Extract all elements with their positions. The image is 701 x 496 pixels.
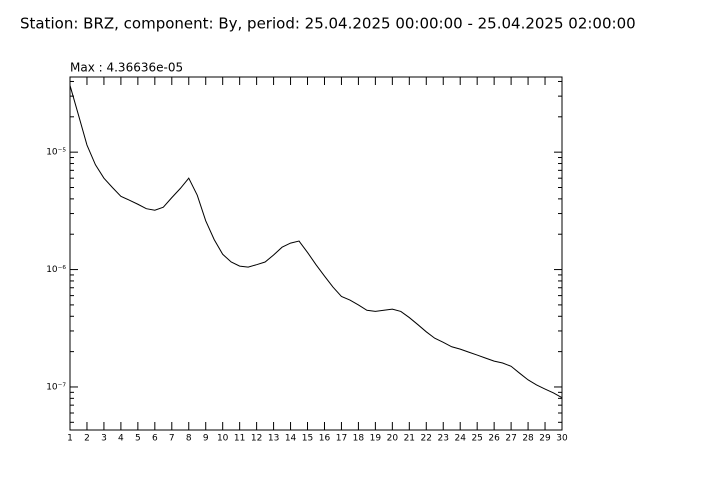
x-tick-label: 22 <box>421 434 432 444</box>
x-tick-label: 28 <box>522 434 534 444</box>
x-tick-label: 3 <box>101 434 107 444</box>
x-tick-label: 4 <box>118 434 124 444</box>
x-tick-label: 30 <box>556 434 568 444</box>
x-tick-label: 11 <box>234 434 245 444</box>
spectrum-line <box>69 85 563 399</box>
x-tick-label: 20 <box>387 434 399 444</box>
x-tick-label: 5 <box>135 434 141 444</box>
x-tick-label: 27 <box>505 434 516 444</box>
plot-frame <box>69 76 563 431</box>
chart-title: Station: BRZ, component: By, period: 25.… <box>20 15 636 33</box>
x-tick-label: 7 <box>169 434 175 444</box>
x-tick-label: 1 <box>67 434 73 444</box>
x-tick-label: 21 <box>404 434 415 444</box>
x-tick-label: 9 <box>203 434 209 444</box>
y-tick-label: 10⁻⁵ <box>46 148 66 158</box>
x-tick-label: 18 <box>353 434 365 444</box>
x-tick-label: 25 <box>471 434 482 444</box>
x-tick-label: 2 <box>84 434 90 444</box>
x-tick-label: 15 <box>302 434 313 444</box>
x-tick-label: 19 <box>370 434 382 444</box>
x-tick-label: 13 <box>268 434 279 444</box>
x-tick-label: 8 <box>186 434 192 444</box>
x-tick-label: 26 <box>488 434 500 444</box>
x-tick-label: 16 <box>319 434 331 444</box>
x-tick-label: 17 <box>336 434 347 444</box>
x-tick-label: 10 <box>217 434 229 444</box>
x-tick-label: 23 <box>438 434 449 444</box>
y-tick-label: 10⁻⁶ <box>46 265 66 275</box>
max-label: Max : 4.36636e-05 <box>70 61 183 75</box>
x-tick-label: 24 <box>454 434 466 444</box>
x-tick-label: 6 <box>152 434 158 444</box>
x-tick-label: 14 <box>285 434 297 444</box>
x-tick-label: 12 <box>251 434 262 444</box>
y-tick-label: 10⁻⁷ <box>46 382 66 392</box>
x-tick-label: 29 <box>539 434 551 444</box>
